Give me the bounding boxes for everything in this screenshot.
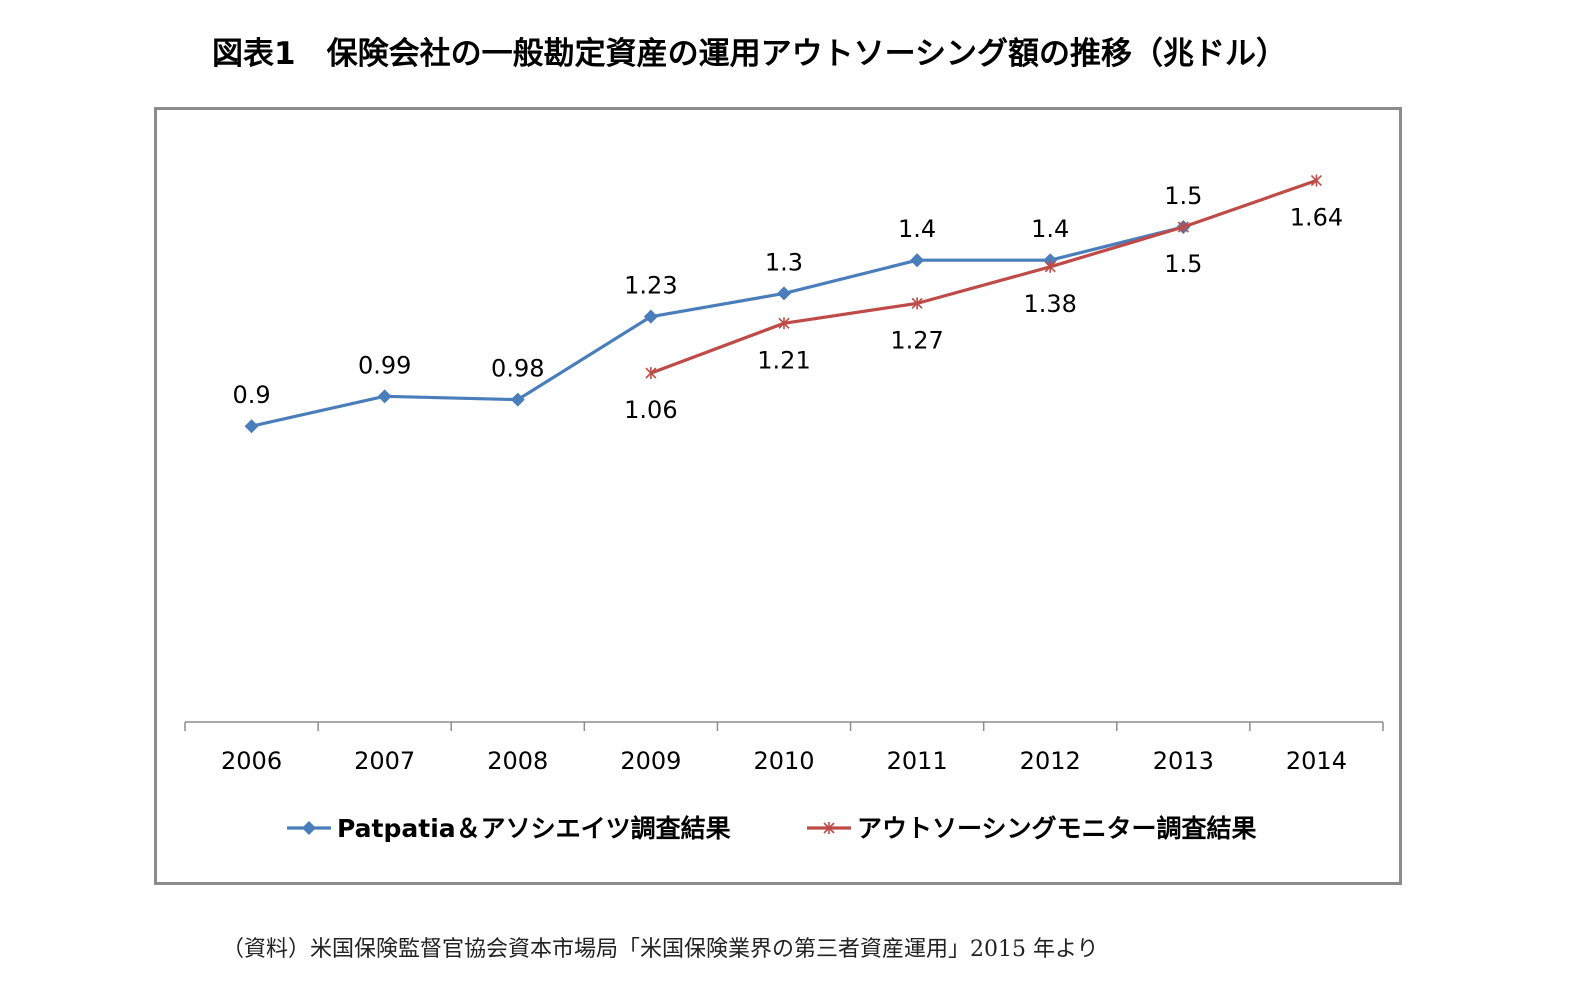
data-label: 0.9	[232, 381, 270, 409]
line-chart: 2006 2007 2008 2009 2010 2011 2012 2013 2014 0.9…	[184, 174, 1384, 843]
x-tick-label: 2013	[1153, 747, 1214, 775]
data-point-diamond	[510, 392, 525, 407]
series-line-1	[650, 179, 1317, 375]
x-tick-label: 2007	[354, 747, 415, 775]
data-label: 1.3	[765, 248, 803, 276]
data-point-asterisk	[645, 367, 657, 380]
page-title: 図表1 保険会社の一般勘定資産の運用アウトソーシング額の推移（兆ドル）	[212, 36, 1287, 72]
legend-item-0: Patpatia＆アソシエイツ調査結果	[287, 814, 731, 843]
data-point-asterisk	[778, 317, 790, 330]
data-point-asterisk	[1044, 260, 1056, 273]
x-tick-label: 2012	[1020, 747, 1081, 775]
data-label: 1.64	[1290, 204, 1343, 232]
source-note: （資料）米国保険監督官協会資本市場局「米国保険業界の第三者資産運用」2015 年…	[222, 937, 1099, 962]
x-tick-label: 2014	[1286, 747, 1347, 775]
data-label: 1.4	[1031, 215, 1069, 243]
data-point-asterisk	[823, 822, 835, 834]
x-tick-label: 2009	[620, 747, 681, 775]
data-label: 1.23	[624, 272, 677, 300]
data-point-diamond	[777, 286, 791, 301]
chart-frame: 2006 2007 2008 2009 2010 2011 2012 2013 2014 0.9…	[154, 107, 1402, 885]
data-point-diamond	[244, 419, 259, 434]
x-axis: 2006 2007 2008 2009 2010 2011 2012 2013 2014	[184, 721, 1384, 775]
x-tick-label: 2008	[487, 747, 548, 775]
data-point-diamond	[377, 389, 392, 404]
data-point-asterisk	[1310, 174, 1323, 187]
data-label: 1.06	[624, 396, 677, 424]
data-label: 0.99	[358, 351, 411, 379]
legend-label: Patpatia＆アソシエイツ調査結果	[337, 814, 731, 843]
data-label: 1.27	[890, 326, 943, 354]
data-point-diamond	[910, 253, 925, 268]
data-label: 1.5	[1164, 182, 1202, 210]
data-label: 1.5	[1164, 250, 1202, 278]
data-point-diamond	[643, 309, 658, 324]
data-label: 1.38	[1024, 290, 1077, 318]
legend-item-1: アウトソーシングモニター調査結果	[807, 814, 1257, 843]
data-labels: 0.9 0.99 0.98 1.23 1.3 1.4 1.4 1.5 1.06 1.21 1.27 1…	[232, 182, 1343, 424]
data-label: 0.98	[491, 355, 544, 383]
data-label: 1.4	[898, 215, 936, 243]
series-layer	[244, 174, 1323, 434]
x-tick-label: 2006	[221, 747, 282, 775]
data-point-diamond	[302, 821, 316, 835]
legend: Patpatia＆アソシエイツ調査結果 アウトソーシングモニター調査結果	[287, 814, 1257, 843]
legend-label: アウトソーシングモニター調査結果	[857, 814, 1257, 843]
x-tick-label: 2011	[887, 747, 948, 775]
data-point-asterisk	[1177, 221, 1189, 233]
data-point-asterisk	[911, 297, 923, 310]
x-tick-label: 2010	[753, 747, 814, 775]
series-line-0	[251, 225, 1184, 428]
data-label: 1.21	[757, 346, 810, 374]
